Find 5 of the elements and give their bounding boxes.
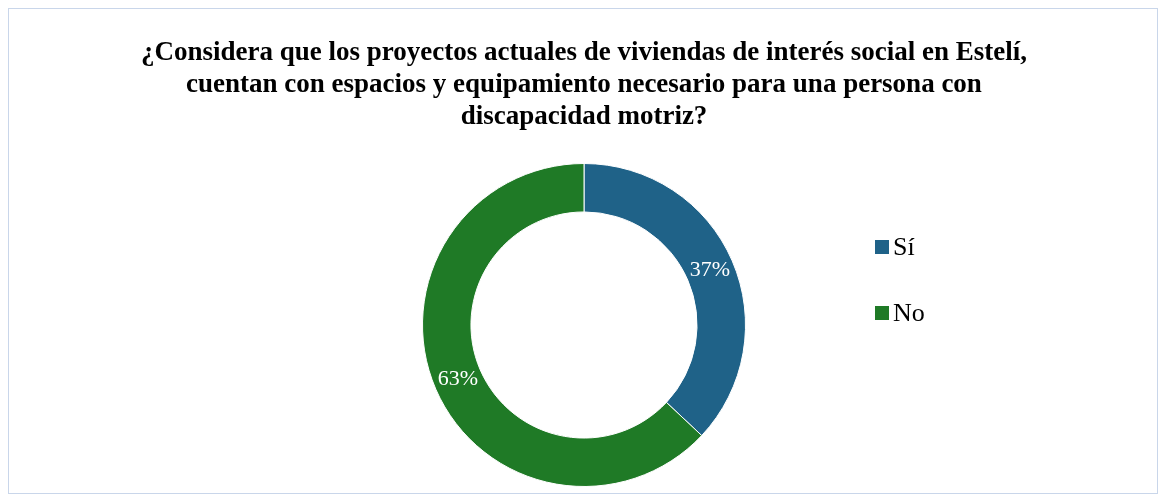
data-label: 37% — [689, 256, 731, 282]
data-label: 63% — [437, 365, 479, 391]
chart-title: ¿Considera que los proyectos actuales de viviendas de interés social en Estelí, cuentan con espacios y equipamiento necesario para una persona con discapacidad motriz? — [140, 35, 1028, 131]
legend-label: Sí — [893, 232, 915, 262]
legend-label: No — [893, 298, 925, 328]
